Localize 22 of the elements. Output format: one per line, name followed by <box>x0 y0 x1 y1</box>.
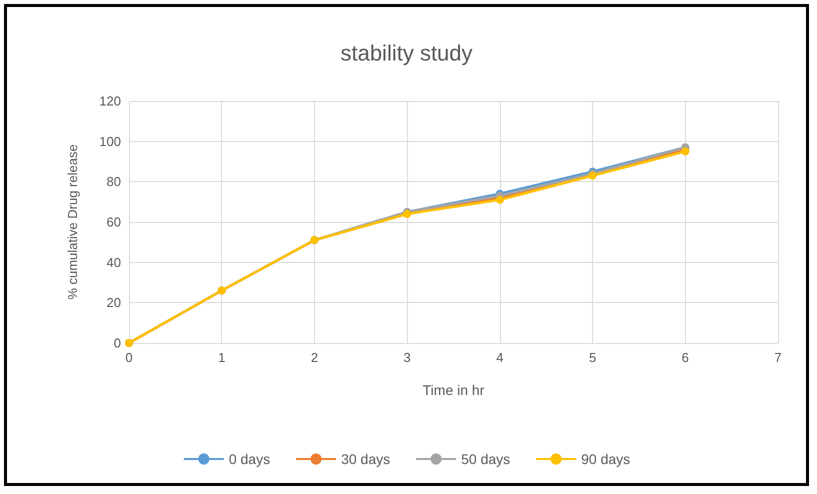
legend-label: 50 days <box>461 451 510 467</box>
y-axis-title: % cumulative Drug release <box>65 144 80 300</box>
y-tick-label: 40 <box>106 254 121 270</box>
x-tick-label: 3 <box>404 350 411 365</box>
legend-label: 0 days <box>228 451 270 467</box>
x-tick-label: 5 <box>588 350 596 365</box>
legend-label: 30 days <box>341 451 390 467</box>
x-tick-label: 4 <box>496 350 504 365</box>
y-tick-label: 80 <box>106 174 121 190</box>
x-tick-label: 1 <box>218 350 226 365</box>
y-tick-label: 20 <box>106 295 121 310</box>
x-axis-title: Time in hr <box>422 382 485 398</box>
chart-title: stability study <box>340 40 473 66</box>
x-tick-label: 0 <box>125 350 133 365</box>
x-tick-label: 6 <box>682 350 689 365</box>
legend-label: 90 days <box>581 451 630 467</box>
y-tick-label: 100 <box>99 134 121 149</box>
x-tick-label: 7 <box>774 350 782 365</box>
y-tick-label: 60 <box>106 214 121 230</box>
y-tick-label: 0 <box>114 336 121 350</box>
y-tick-label: 120 <box>99 94 121 108</box>
x-tick-label: 2 <box>310 350 318 365</box>
